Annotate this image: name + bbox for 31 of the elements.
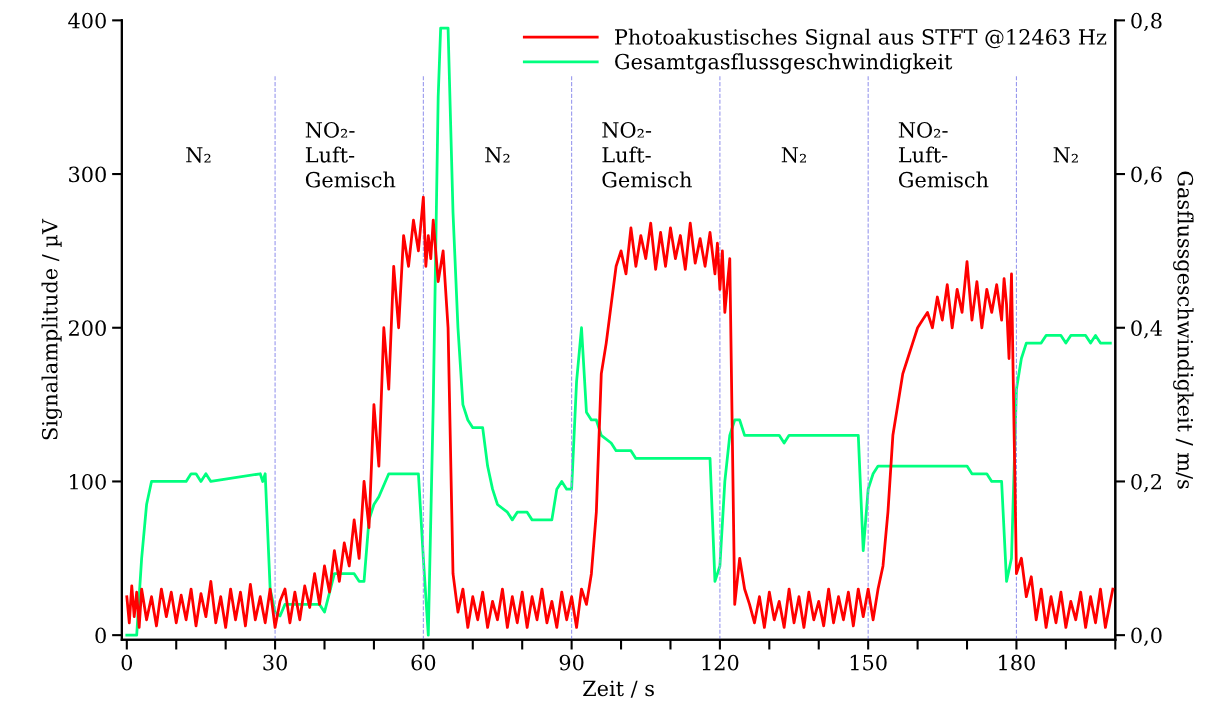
x-tick-label: 30 <box>263 654 287 671</box>
y2-tick-label: 0,4 <box>1131 320 1162 339</box>
line-series <box>125 195 1115 629</box>
y2-tick-label: 0,6 <box>1131 166 1162 185</box>
y2-tick-label: 0,2 <box>1131 473 1161 493</box>
y-tick-label: 0 <box>95 627 106 644</box>
annotation: NO₂- Luft- Gemisch <box>602 122 692 188</box>
x-tick-label: 90 <box>559 654 584 671</box>
x-tick-label: 120 <box>702 654 739 671</box>
x-tick-label: 0 <box>121 654 133 671</box>
line-series <box>125 26 1112 637</box>
y2-axis-title: Gasflussgeschwindigkeit / m/s <box>1173 171 1194 489</box>
x-axis-title: Zeit / s <box>583 680 654 698</box>
y-tick-label: 100 <box>70 473 106 490</box>
y2-tick-label: 0,0 <box>1131 627 1162 646</box>
y-tick-label: 300 <box>69 166 106 183</box>
annotation: N₂ <box>781 147 807 163</box>
x-tick-label: 150 <box>850 654 887 671</box>
y2-tick-label: 0,8 <box>1131 12 1162 32</box>
x-tick-label: 60 <box>411 654 436 671</box>
y-tick-label: 200 <box>68 320 106 336</box>
annotation: N₂ <box>1053 147 1078 163</box>
annotation: NO₂- Luft- Gemisch <box>305 122 396 188</box>
annotation: N₂ <box>186 147 211 163</box>
legend-label: Photoakustisches Signal aus STFT @12463 Hz <box>615 28 1107 50</box>
y-axis-title: Signalamplitude / µV <box>41 218 62 440</box>
annotation: N₂ <box>485 147 510 163</box>
x-tick-label: 180 <box>999 654 1035 671</box>
y-tick-label: 400 <box>68 12 106 29</box>
legend-label: Gesamtgasflussgeschwindigkeit <box>615 53 953 74</box>
annotation: NO₂- Luft- Gemisch <box>898 122 989 188</box>
